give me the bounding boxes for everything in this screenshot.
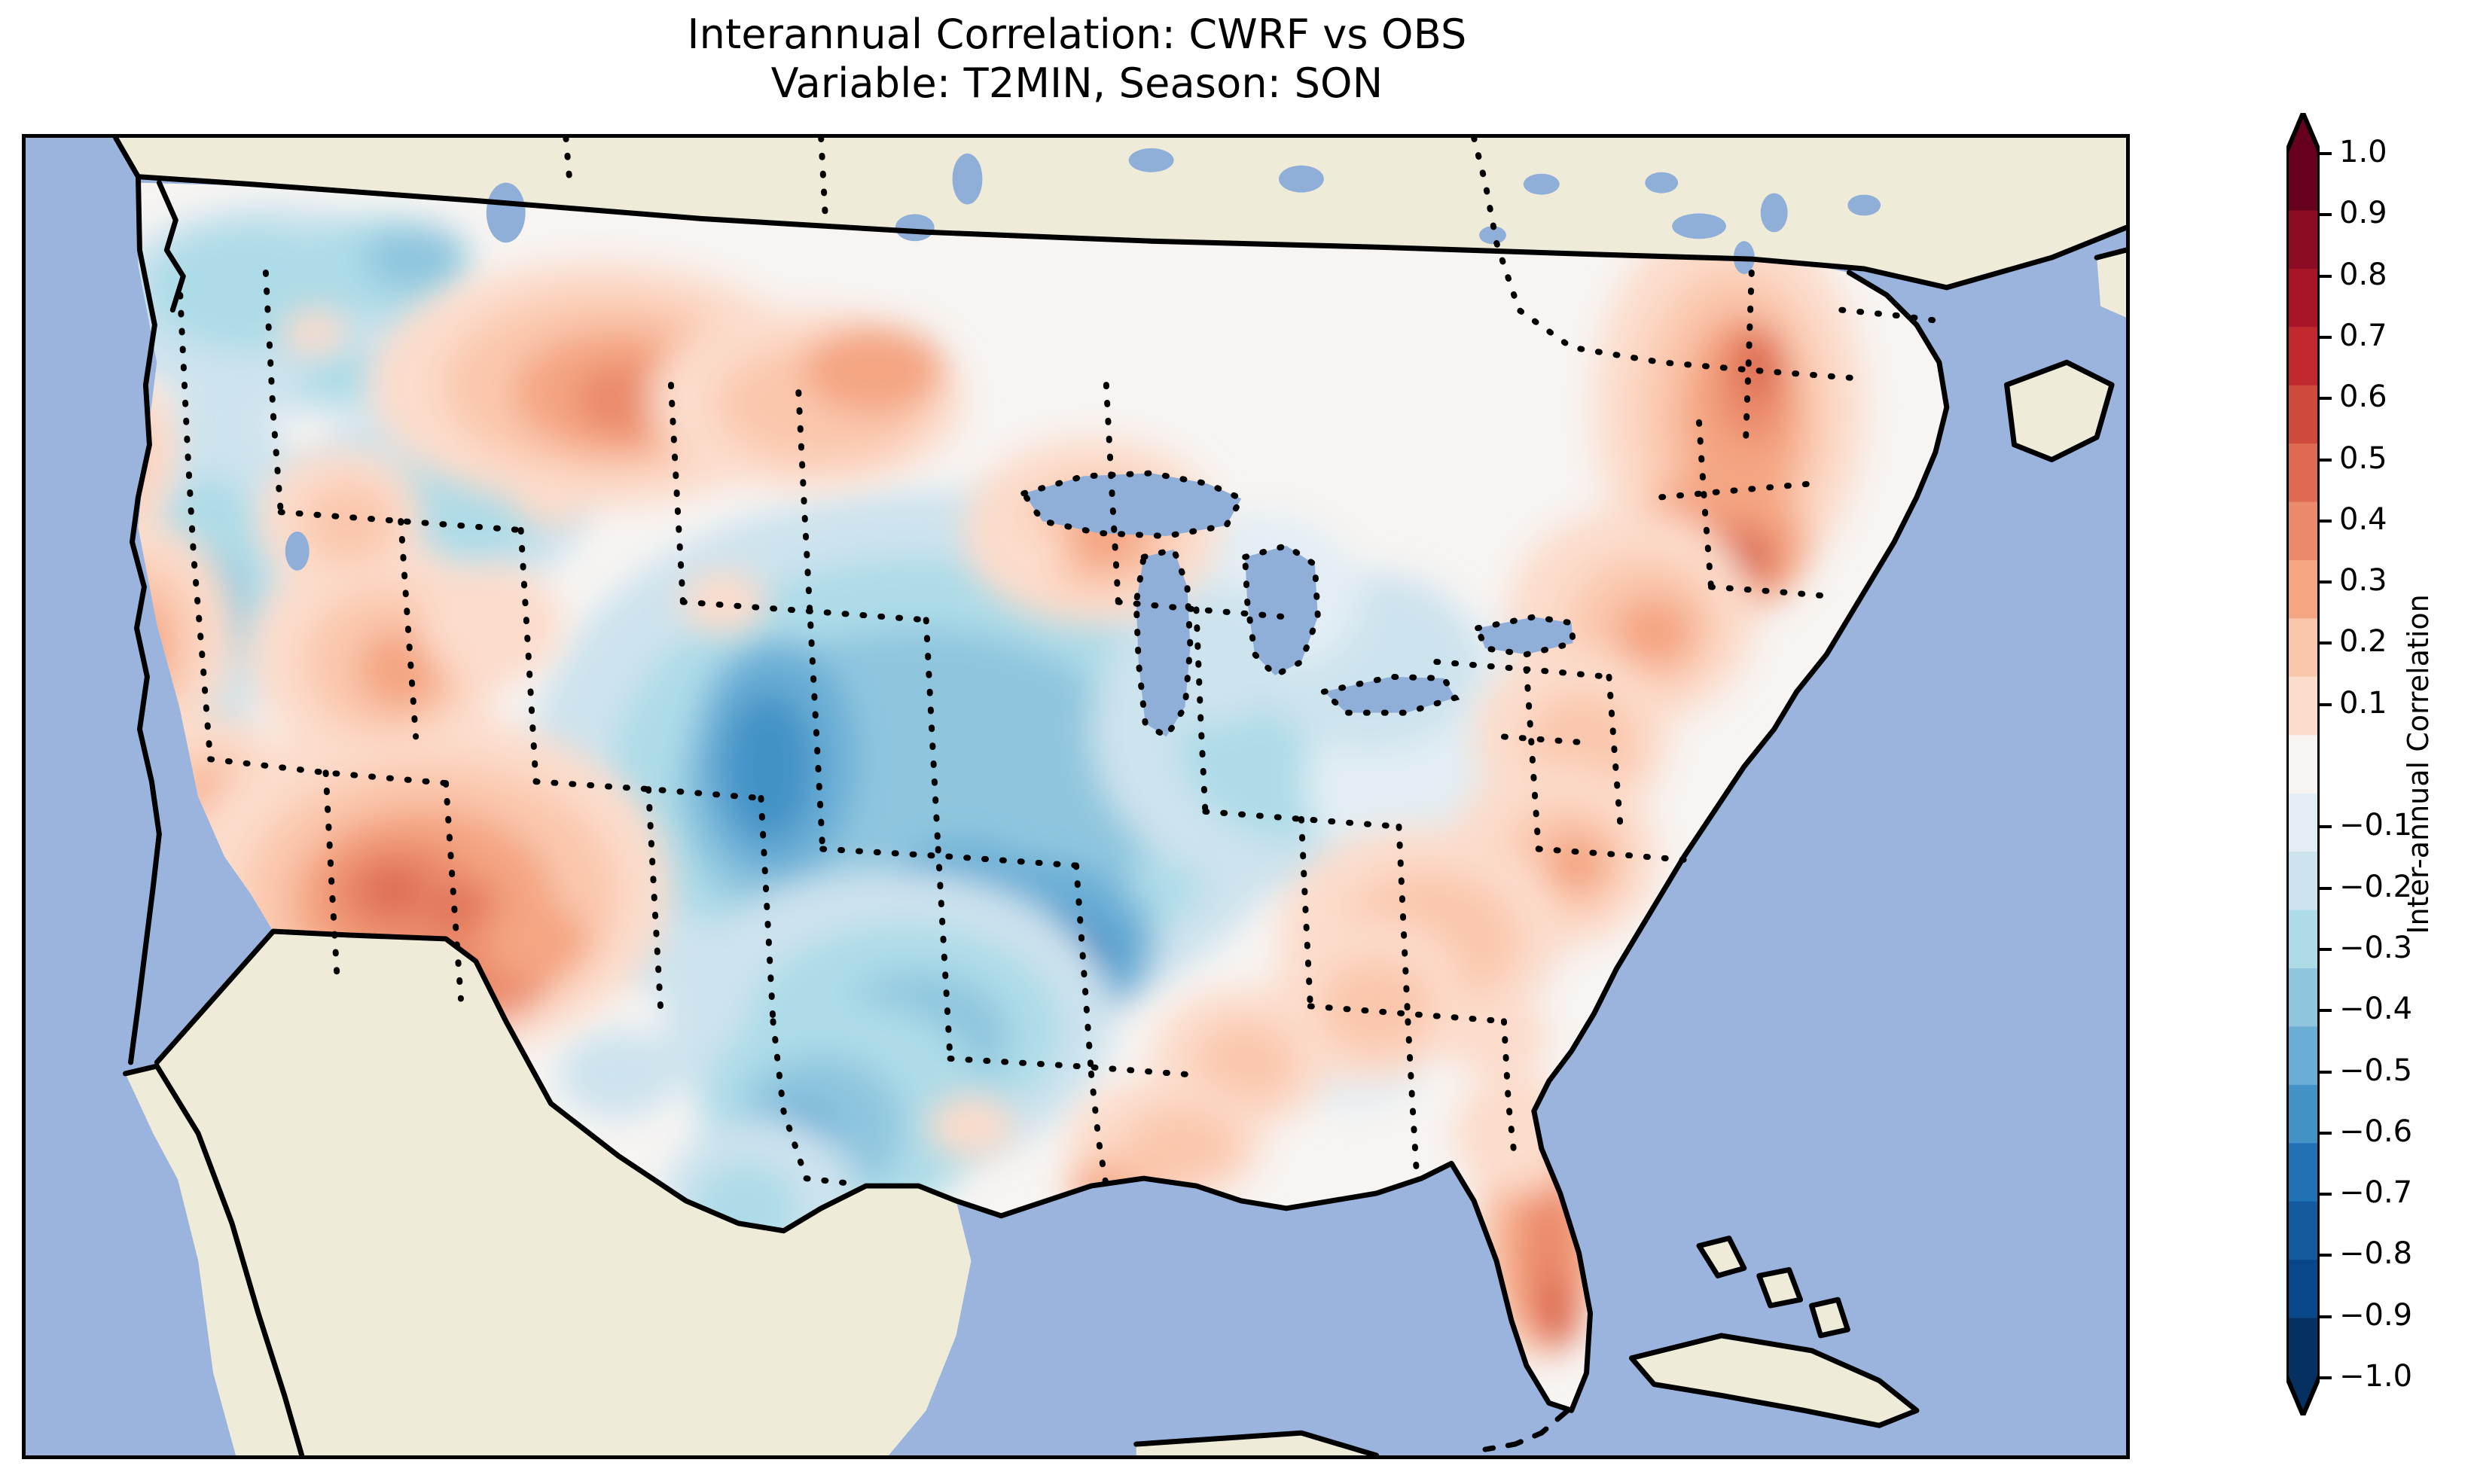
colorbar-tick-mark [2320, 1315, 2332, 1318]
colorbar-band [2286, 676, 2320, 736]
colorbar-tick-mark [2320, 1131, 2332, 1135]
colorbar-tick-mark [2320, 152, 2332, 155]
colorbar-tick-label: −0.7 [2339, 1175, 2413, 1211]
colorbar-tick-mark [2320, 213, 2332, 217]
colorbar-tick-mark [2320, 641, 2332, 645]
colorbar-tick-mark [2320, 1376, 2332, 1379]
colorbar-band [2286, 618, 2320, 678]
colorbar-tick-mark [2320, 886, 2332, 890]
colorbar-tick-label: 0.8 [2339, 257, 2387, 292]
correlation-heatmap [26, 138, 2126, 1455]
colorbar-tick-mark [2320, 519, 2332, 523]
colorbar-tick-mark [2320, 335, 2332, 339]
colorbar-bands [2286, 113, 2320, 1415]
colorbar-tick-label: −0.3 [2339, 930, 2413, 965]
colorbar-tick-mark [2320, 1193, 2332, 1196]
colorbar-band [2286, 268, 2320, 328]
colorbar-gradient [2286, 113, 2320, 1415]
colorbar-tick-mark [2320, 1070, 2332, 1074]
colorbar-band [2286, 385, 2320, 444]
colorbar-tick-label: 0.6 [2339, 379, 2387, 415]
colorbar-tick-label: −0.8 [2339, 1236, 2413, 1272]
colorbar-tick-label: −0.2 [2339, 869, 2413, 904]
colorbar-band [2286, 1143, 2320, 1202]
colorbar-tick-label: −0.9 [2339, 1297, 2413, 1333]
title-line-1: Interannual Correlation: CWRF vs OBS [687, 11, 1467, 58]
colorbar-tick-label: 0.1 [2339, 685, 2387, 721]
colorbar-band [2286, 560, 2320, 620]
colorbar-band [2286, 152, 2320, 212]
colorbar-tick-mark [2320, 458, 2332, 462]
colorbar: 1.0 0.9 0.8 0.7 0.6 0.5 0.4 0.3 0.2 0.1 −0.1 −0.2 −0… [2286, 113, 2467, 1415]
colorbar-band [2286, 735, 2320, 794]
colorbar-tick-mark [2320, 1009, 2332, 1013]
colorbar-tick-label: −0.6 [2339, 1114, 2413, 1149]
colorbar-tick-label: 0.9 [2339, 196, 2387, 231]
colorbar-tick-mark [2320, 397, 2332, 401]
colorbar-tick-label: −0.1 [2339, 808, 2413, 843]
colorbar-tick-label: −0.4 [2339, 992, 2413, 1027]
colorbar-band [2286, 1084, 2320, 1144]
colorbar-band [2286, 210, 2320, 270]
colorbar-tick-label: −1.0 [2339, 1359, 2413, 1394]
great-lakes [285, 148, 1881, 737]
colorbar-tick-label: 0.2 [2339, 624, 2387, 660]
colorbar-extend-max [2286, 113, 2320, 152]
colorbar-band [2286, 852, 2320, 911]
colorbar-band [2286, 501, 2320, 561]
colorbar-axis-label: Inter-annual Correlation [2402, 594, 2435, 934]
colorbar-band [2286, 910, 2320, 969]
colorbar-band [2286, 793, 2320, 852]
map-canvas [26, 138, 2126, 1455]
colorbar-tick-mark [2320, 702, 2332, 706]
state-borders [177, 138, 1950, 1190]
colorbar-tick-mark [2320, 947, 2332, 951]
colorbar-extend-min [2286, 1376, 2320, 1415]
coastlines [113, 138, 2126, 1455]
page-title: Interannual Correlation: CWRF vs OBS Var… [0, 11, 2154, 108]
colorbar-tick-label: 0.3 [2339, 563, 2387, 599]
colorbar-band [2286, 443, 2320, 503]
colorbar-tick-label: 1.0 [2339, 135, 2387, 169]
colorbar-tick-mark [2320, 274, 2332, 278]
colorbar-band [2286, 968, 2320, 1028]
title-line-2: Variable: T2MIN, Season: SON [770, 59, 1383, 107]
map-panel [22, 134, 2130, 1459]
colorbar-band [2286, 1201, 2320, 1260]
colorbar-tick-mark [2320, 1254, 2332, 1257]
colorbar-tick-label: 0.4 [2339, 501, 2387, 537]
colorbar-tick-mark [2320, 580, 2332, 584]
colorbar-band [2286, 1260, 2320, 1319]
colorbar-band [2286, 1026, 2320, 1086]
colorbar-band [2286, 1318, 2320, 1377]
colorbar-tick-mark [2320, 825, 2332, 829]
outside-domain-land [115, 138, 2126, 1455]
colorbar-tick-label: −0.5 [2339, 1053, 2413, 1088]
colorbar-band [2286, 327, 2320, 386]
colorbar-tick-label: 0.5 [2339, 440, 2387, 476]
colorbar-tick-label: 0.7 [2339, 318, 2387, 353]
